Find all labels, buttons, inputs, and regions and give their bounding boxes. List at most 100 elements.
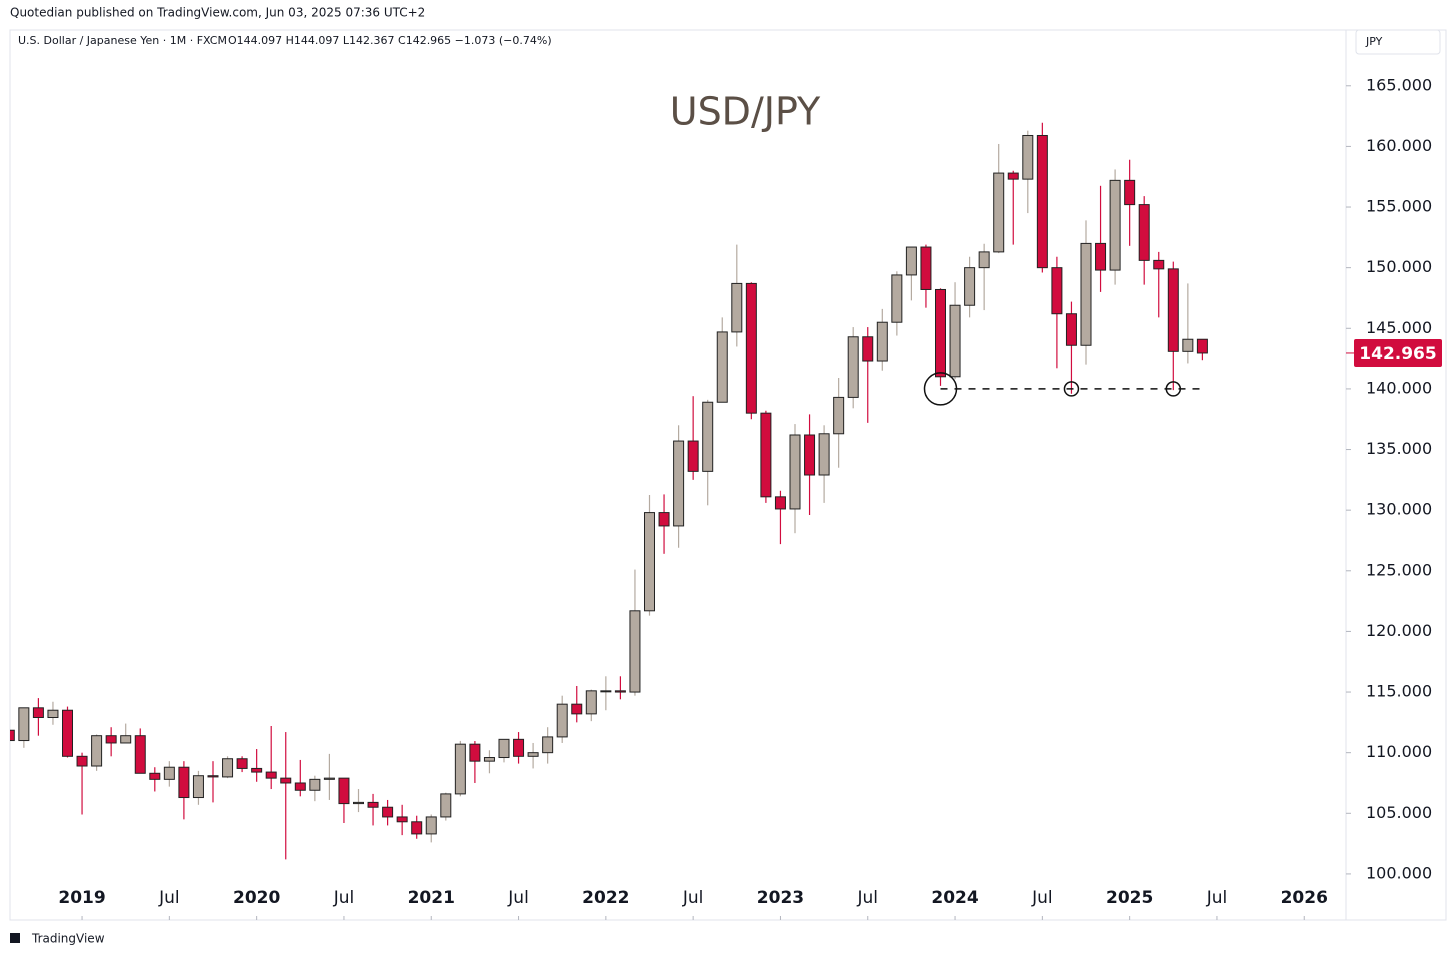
candle-body: [600, 690, 612, 693]
candle-body: [236, 758, 248, 769]
candle-body: [1036, 134, 1048, 269]
candle-body: [964, 267, 976, 306]
y-tick-label: 100.000: [1366, 863, 1432, 882]
candle-body: [513, 738, 525, 757]
last-price-label: 142.965: [1359, 344, 1436, 364]
x-tick-label: Jul: [1206, 888, 1228, 908]
candle-body: [876, 321, 888, 362]
last-price-box: [1354, 338, 1442, 367]
candle-body: [1051, 267, 1063, 315]
candle-body: [614, 690, 626, 693]
candle-body: [673, 440, 685, 527]
plot-area: [10, 122, 1208, 860]
candle-body: [10, 729, 15, 742]
candle-body: [891, 274, 903, 323]
y-tick-label: 120.000: [1366, 621, 1432, 640]
x-tick-label: 2020: [233, 888, 280, 908]
y-tick-label: 115.000: [1366, 682, 1432, 701]
candle-body: [527, 752, 539, 757]
candle-body: [644, 512, 655, 612]
candle-body: [1109, 179, 1121, 271]
candle-body: [18, 707, 30, 742]
candle-body: [774, 496, 786, 510]
y-tick-label: 145.000: [1366, 318, 1432, 337]
symbol-label: U.S. Dollar / Japanese Yen · 1M · FXCM: [18, 34, 227, 47]
candle-body: [745, 282, 757, 414]
candle-body: [949, 304, 961, 378]
brand-logo: [10, 933, 20, 943]
candle-body: [847, 336, 859, 398]
candle-body: [1153, 259, 1165, 270]
candle-body: [134, 735, 146, 774]
candle-body: [149, 772, 161, 780]
candle-body: [498, 738, 510, 759]
y-tick-label: 125.000: [1366, 560, 1432, 579]
candle-body: [687, 440, 699, 472]
x-tick-label: 2025: [1106, 888, 1153, 908]
candle-body: [207, 775, 219, 778]
candle-body: [1065, 313, 1077, 346]
x-tick-label: 2021: [408, 888, 455, 908]
candle-body: [905, 246, 917, 276]
candle-body: [454, 743, 466, 795]
x-tick-label: Jul: [1031, 888, 1053, 908]
candle-body: [396, 816, 408, 823]
candle-body: [716, 331, 728, 403]
y-tick-label: 135.000: [1366, 439, 1432, 458]
y-tick-label: 140.000: [1366, 378, 1432, 397]
candle-body: [163, 766, 175, 780]
candle-body: [629, 610, 641, 693]
currency-label[interactable]: JPY: [1365, 35, 1383, 48]
frame: [9, 29, 1447, 921]
candle-body: [658, 512, 670, 527]
candle-body: [1095, 242, 1107, 271]
candle-body: [818, 433, 830, 476]
x-tick-label: Jul: [158, 888, 180, 908]
candle-body: [804, 434, 816, 476]
candle-body: [280, 777, 292, 784]
candle-body: [294, 782, 306, 791]
support-touch: [1165, 381, 1182, 397]
candle-body: [32, 707, 44, 719]
y-tick-label: 155.000: [1366, 197, 1432, 216]
x-tick-label: 2019: [58, 888, 105, 908]
candle-body: [425, 816, 437, 835]
x-tick-label: 2022: [582, 888, 629, 908]
candle-body: [251, 767, 263, 773]
candle-body: [367, 801, 379, 808]
candle-body: [978, 251, 990, 269]
candle-body: [192, 775, 204, 799]
candle-body: [62, 709, 73, 757]
support-touch: [923, 372, 958, 406]
x-tick-label: Jul: [856, 888, 878, 908]
candle-body: [1182, 338, 1194, 352]
candle-body: [542, 736, 554, 754]
candle-body: [323, 777, 335, 780]
candle-body: [382, 806, 394, 818]
candle-body: [1080, 242, 1092, 346]
candle-body: [1167, 268, 1179, 352]
candle-body: [556, 703, 568, 738]
brand-label: TradingView: [31, 932, 105, 946]
x-tick-label: Jul: [507, 888, 529, 908]
candle-body: [789, 434, 801, 510]
candle-body: [47, 709, 59, 719]
candle-body: [483, 757, 495, 762]
x-tick-label: 2026: [1281, 888, 1328, 908]
candle-body: [309, 778, 321, 791]
candle-body: [833, 396, 845, 435]
candle-body: [920, 246, 932, 290]
candle-body: [91, 735, 103, 767]
currency-box[interactable]: [1355, 29, 1441, 55]
candle-body: [353, 801, 364, 805]
candle-body: [411, 821, 423, 835]
y-tick-label: 105.000: [1366, 803, 1432, 822]
candle-body: [862, 336, 874, 362]
candle-body: [265, 771, 277, 779]
candle-body: [1196, 338, 1208, 354]
x-tick-label: Jul: [333, 888, 355, 908]
candle-body: [120, 735, 132, 744]
candle-body: [469, 743, 481, 762]
candle-body: [1007, 172, 1019, 180]
